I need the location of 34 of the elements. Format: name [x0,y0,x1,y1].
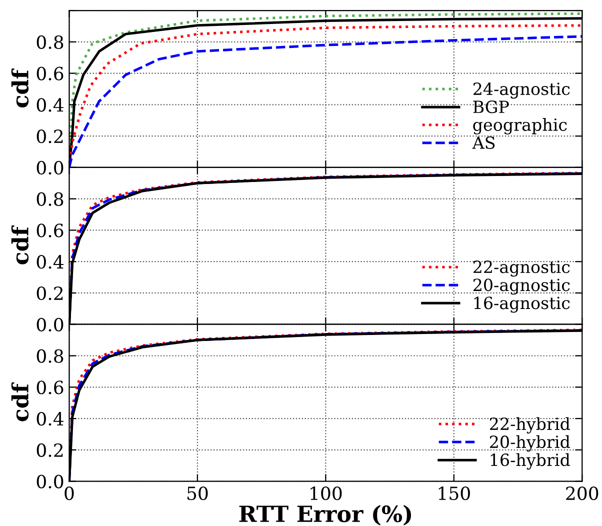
x-tick-label: 50 [188,486,208,500]
y-tick-label: 0.8 [36,35,64,50]
x-axis-title: RTT Error (%) [239,505,411,526]
x-tick-label: 0 [64,486,74,500]
x-tick-label: 200 [566,486,598,500]
legend-label: 16-hybrid [490,453,570,470]
y-tick-label: 0.4 [36,412,64,426]
x-tick-label: 150 [438,486,470,500]
legend-label: 20-agnostic [473,278,570,295]
y-tick-label: 0.0 [36,318,64,332]
legend-label: AS [472,136,495,149]
legend-label: 24-agnostic [473,82,570,99]
y-tick-label: 0.4 [36,255,64,269]
y-tick-label: 0.0 [36,160,64,175]
legend-label: 22-agnostic [473,260,570,277]
legend-label: 20-hybrid [490,435,570,452]
y-tick-label: 0.4 [36,98,64,112]
y-tick-label: 0.2 [36,443,63,458]
y-tick-label: 0.6 [36,380,64,394]
legend-label: 22-hybrid [490,417,570,434]
y-tick-label: 0.6 [36,224,64,238]
y-tick-label: 0.0 [36,474,64,488]
legend-label: geographic [473,118,567,134]
legend-label: 16-agnostic [474,296,570,313]
legend-label: BGP [473,100,509,114]
x-tick-label: 100 [310,486,342,500]
y-tick-label: 0.6 [36,66,64,80]
y-tick-label: 0.2 [36,130,63,144]
y-tick-label: 0.8 [36,349,64,363]
y-axis-title: cdf [11,68,29,108]
y-tick-label: 0.2 [36,286,63,300]
y-tick-label: 0.8 [36,192,64,206]
y-axis-title: cdf [11,225,29,264]
y-axis-title: cdf [11,382,29,422]
